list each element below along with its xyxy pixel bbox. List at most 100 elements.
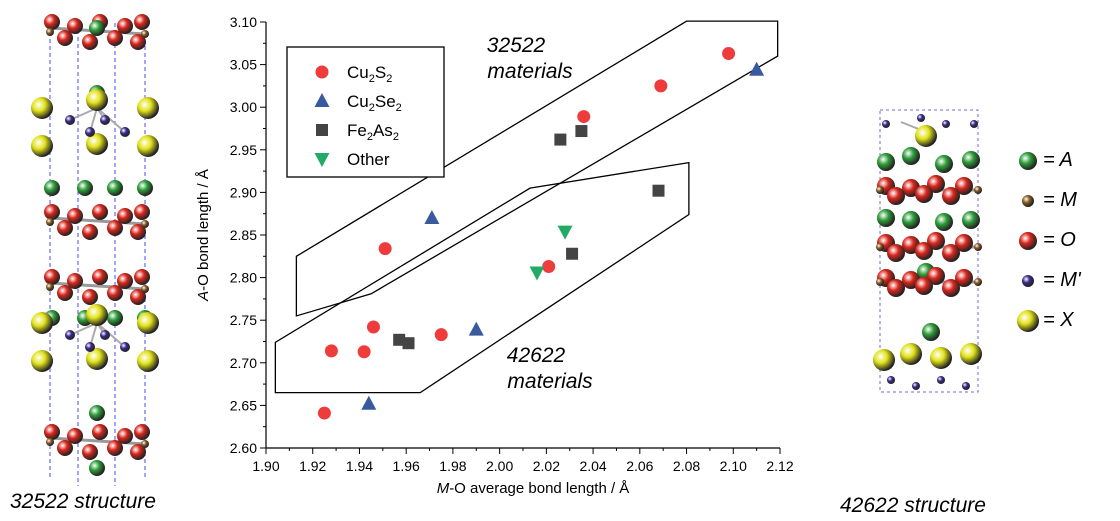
m-atom xyxy=(46,28,54,36)
o-atom xyxy=(927,267,945,285)
data-point-circle xyxy=(654,79,668,93)
legend-marker-circle xyxy=(315,65,329,79)
o-atom xyxy=(117,208,133,224)
x-atom xyxy=(137,350,159,372)
o-atom xyxy=(117,428,133,444)
a-atom xyxy=(107,180,123,196)
m-atom xyxy=(141,220,149,228)
32522-structure-image xyxy=(31,14,159,486)
x-atom xyxy=(873,349,895,371)
x-tick-label: 2.04 xyxy=(579,458,606,474)
y-tick-label: 2.75 xyxy=(230,312,257,328)
a-atom xyxy=(962,151,980,169)
data-point-square xyxy=(575,125,588,138)
o-atom xyxy=(92,269,108,285)
o-atom xyxy=(927,175,945,193)
o-atom xyxy=(44,269,60,285)
m-atom xyxy=(141,440,149,448)
x-atom xyxy=(900,343,922,365)
o-atom xyxy=(915,242,933,260)
a-atom xyxy=(935,155,953,173)
x-atom xyxy=(31,350,53,372)
mprime-atom xyxy=(937,376,945,384)
o-atom xyxy=(130,224,146,240)
x-atom xyxy=(960,343,982,365)
legend-label: Fe2As2 xyxy=(347,121,399,143)
atom-legend-label: = A xyxy=(1043,149,1073,172)
legend-marker-square xyxy=(316,124,328,136)
m-atom xyxy=(141,30,149,38)
region-label-line1: 32522 xyxy=(487,34,546,57)
data-point-circle xyxy=(542,260,556,274)
atom-legend-label: = O xyxy=(1043,229,1076,252)
o-atom xyxy=(134,424,150,440)
a-atom xyxy=(877,209,895,227)
o-atom xyxy=(82,224,98,240)
data-point-circle xyxy=(378,242,392,256)
x-tick-label: 2.12 xyxy=(766,458,793,474)
m-atom xyxy=(876,186,884,194)
y-tick-label: 2.85 xyxy=(230,227,257,243)
y-tick-label: 3.00 xyxy=(230,99,257,115)
legend-marker-triangle-down xyxy=(314,153,330,167)
m-atom xyxy=(876,278,884,286)
data-point-circle xyxy=(324,344,338,358)
o-atom xyxy=(915,277,933,295)
a-atom xyxy=(962,211,980,229)
a-atom xyxy=(877,153,895,171)
mprime-atom xyxy=(917,114,925,122)
atom-legend-item: = X xyxy=(1016,309,1074,333)
m-atom xyxy=(876,243,884,251)
o-atom xyxy=(887,244,905,262)
left-structure-caption: 32522 structure xyxy=(10,490,156,513)
o-atom xyxy=(117,18,133,34)
data-point-triangle-up xyxy=(424,209,440,224)
data-point-circle xyxy=(577,110,591,124)
data-point-square xyxy=(393,333,406,346)
atom-legend-item: = A xyxy=(1016,149,1073,173)
x-atom xyxy=(31,97,53,119)
mprime-atom xyxy=(65,115,75,125)
x-tick-label: 2.08 xyxy=(673,458,700,474)
region-label-line2: materials xyxy=(487,60,573,83)
data-point-circle xyxy=(317,406,331,420)
a-atom xyxy=(107,310,123,326)
mprime-atom xyxy=(120,127,130,137)
data-point-triangle-down xyxy=(529,266,545,281)
x-atom xyxy=(31,135,53,157)
atom-legend-item: = O xyxy=(1016,229,1076,253)
x-tick-label: 2.00 xyxy=(486,458,513,474)
atom-legend-label: = X xyxy=(1043,309,1074,332)
m-atom xyxy=(46,438,54,446)
o-atom xyxy=(57,30,73,46)
y-tick-label: 3.10 xyxy=(230,14,257,30)
y-tick-label: 2.65 xyxy=(230,397,257,413)
o-atom xyxy=(955,177,973,195)
o-atom xyxy=(82,444,98,460)
data-point-circle xyxy=(366,320,380,334)
data-point-circle xyxy=(434,328,448,342)
mprime-atom xyxy=(85,127,95,137)
red-sphere-icon xyxy=(1019,232,1037,250)
o-atom xyxy=(107,440,123,456)
a-atom xyxy=(89,20,105,36)
x-atom xyxy=(86,133,108,155)
o-atom xyxy=(942,187,960,205)
legend-label: Cu2Se2 xyxy=(347,92,402,114)
a-atom xyxy=(77,180,93,196)
m-atom xyxy=(141,285,149,293)
a-atom xyxy=(137,180,153,196)
o-atom xyxy=(82,289,98,305)
mprime-atom xyxy=(942,120,950,128)
legend-label: Other xyxy=(347,150,390,169)
legend-label: Cu2S2 xyxy=(347,63,392,85)
o-atom xyxy=(134,14,150,30)
o-atom xyxy=(57,440,73,456)
mprime-atom xyxy=(962,382,970,390)
legend-marker-triangle-up xyxy=(314,93,330,107)
o-atom xyxy=(107,220,123,236)
x-atom xyxy=(31,312,53,334)
green-sphere-icon xyxy=(1019,152,1037,170)
o-atom xyxy=(92,424,108,440)
